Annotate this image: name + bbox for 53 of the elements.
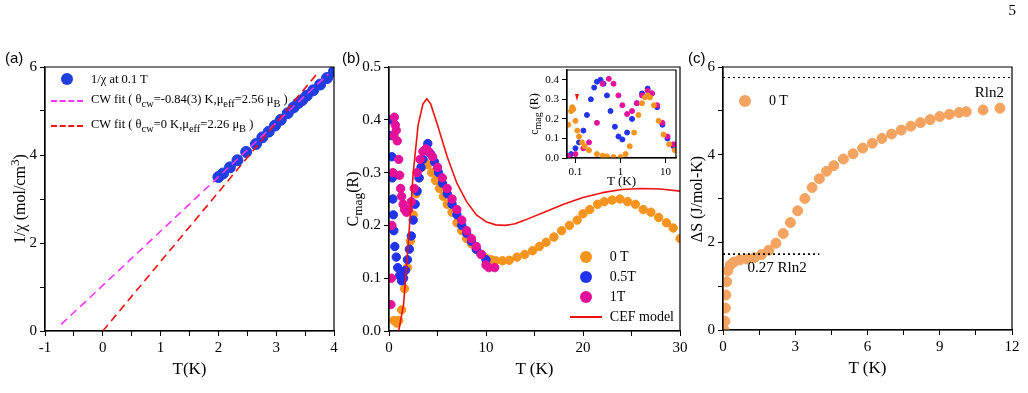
x-tick-label: 6 <box>863 337 872 354</box>
ref-line-label: Rln2 <box>974 83 1004 100</box>
y-tick-label: 4 <box>707 145 716 162</box>
legend-label: 0 T <box>769 92 788 110</box>
legend-label: CW fit ( θ$_{cw}$=-0.84(3) K,μ$_{eff}$=2.56 μ$_{B}$ ) <box>91 91 288 111</box>
legend-label: 0.5T <box>609 268 636 286</box>
x-tick-label: 20 <box>575 338 591 355</box>
text: 5 <box>1008 2 1016 19</box>
x-tick-label: 0.1 <box>568 165 583 178</box>
y-tick-label: 0 <box>29 321 37 338</box>
y-tick-label: 0.3 <box>545 92 560 105</box>
x-tick-label: 30 <box>672 338 688 355</box>
x-tick-label: 10 <box>660 165 672 178</box>
x-axis-title: T(K) <box>172 358 207 379</box>
legend-label: 1/χ at 0.1 T <box>91 71 148 88</box>
x-tick-label: 3 <box>791 337 799 354</box>
x-tick-label: 2 <box>214 338 223 355</box>
chart-title: (a) <box>5 49 24 66</box>
chart-title: (c) <box>688 49 706 66</box>
legend-label: 1T <box>609 288 626 306</box>
legend-label: 0 T <box>609 248 629 266</box>
legend-label: CW fit ( θ$_{cw}$=0 K,μ$_{eff}$=2.26 μ$_{B}$ ) <box>91 115 254 135</box>
x-tick-label: 3 <box>272 338 280 355</box>
y-tick-label: 4 <box>29 145 38 162</box>
y-tick-label: 0.2 <box>545 111 559 124</box>
x-axis-title: T (K) <box>515 358 554 379</box>
y-tick-label: 0.1 <box>545 131 559 144</box>
annotation: 0.27 Rln2 <box>747 258 807 275</box>
x-tick-label: 0 <box>719 337 727 354</box>
x-tick-label: -1 <box>38 338 52 355</box>
x-tick-label: 0 <box>385 338 393 355</box>
y-tick-label: 0.4 <box>545 72 560 85</box>
x-tick-label: 10 <box>478 338 494 355</box>
y-tick-label: 0.0 <box>362 321 381 338</box>
y-tick-label: 0 <box>707 320 715 337</box>
y-tick-label: 0.1 <box>362 269 381 286</box>
x-tick-label: 1 <box>156 338 165 355</box>
x-axis-title: T (K) <box>848 357 887 378</box>
x-tick-label: 4 <box>330 338 339 355</box>
x-tick-label: 12 <box>1004 337 1020 354</box>
y-axis-title: ΔS (J/mol-K) <box>688 155 706 242</box>
y-tick-label: 2 <box>29 233 37 250</box>
y-tick-label: 0.4 <box>362 110 382 127</box>
x-tick-label: 0 <box>99 338 107 355</box>
x-tick-label: 9 <box>936 337 944 354</box>
y-tick-label: 0.0 <box>545 150 560 163</box>
y-tick-label: 0.5 <box>362 57 381 74</box>
y-tick-label: 6 <box>29 57 38 74</box>
y-tick-label: 2 <box>707 233 715 250</box>
legend-label: CEF model <box>609 308 674 326</box>
chart-title: (b) <box>342 49 361 66</box>
y-tick-label: 0.3 <box>362 163 381 180</box>
y-tick-label: 6 <box>707 57 716 74</box>
